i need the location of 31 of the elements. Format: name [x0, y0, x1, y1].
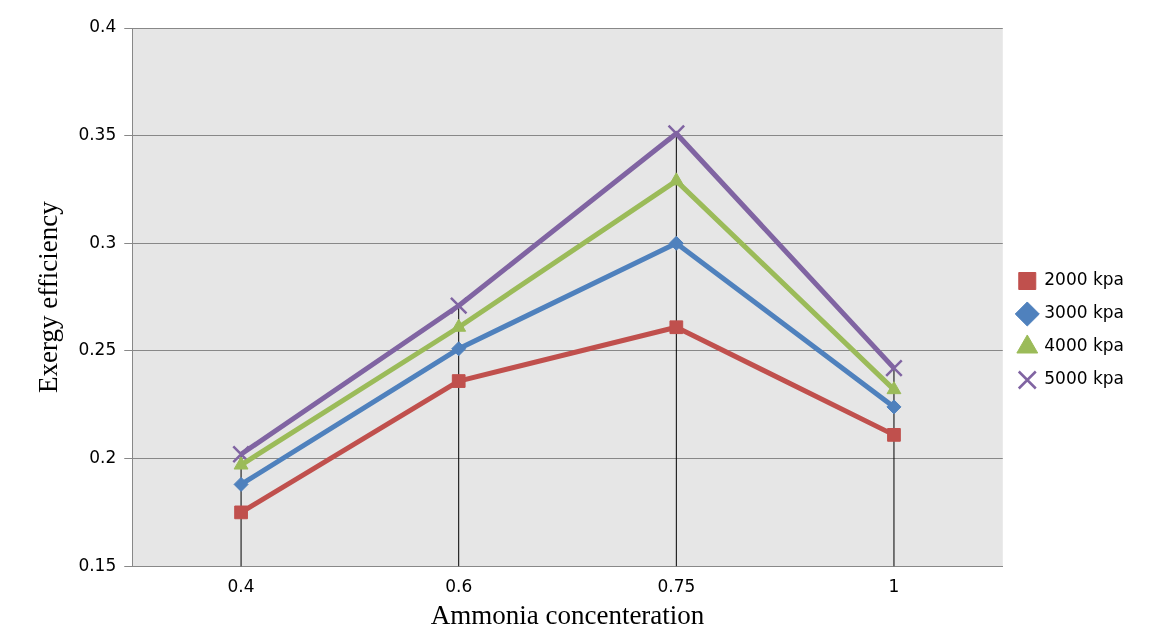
x-tick-label: 0.4: [227, 575, 255, 596]
y-tick-label: 0.25: [78, 339, 117, 360]
y-tick-label: 0.15: [78, 554, 117, 575]
point: [669, 320, 684, 335]
x-tick-label: 1: [888, 575, 900, 596]
y-axis-title: Exergy efficiency: [33, 200, 64, 393]
y-tick-label: 0.3: [89, 231, 117, 252]
x-tick-label: 0.75: [657, 575, 696, 596]
point: [667, 124, 686, 143]
point: [233, 476, 249, 492]
point: [886, 381, 902, 395]
legend-label: 2000 kpa: [1044, 269, 1125, 290]
legend-label: 3000 kpa: [1044, 302, 1125, 323]
point: [451, 341, 467, 357]
y-tick-label: 0.35: [78, 124, 117, 145]
y-tick-label: 0.2: [89, 446, 117, 467]
x-axis-title: Ammonia concenteration: [430, 599, 705, 630]
x-tick-label: 0.6: [445, 575, 473, 596]
point: [449, 296, 468, 315]
point: [451, 318, 467, 332]
point: [234, 505, 248, 520]
point: [668, 235, 684, 251]
y-tick-label: 0.4: [89, 16, 117, 37]
point: [887, 428, 901, 442]
point: [451, 374, 466, 388]
point: [233, 456, 249, 470]
point: [886, 399, 902, 415]
point: [668, 172, 684, 186]
legend-label: 5000 kpa: [1044, 368, 1125, 389]
legend-label: 4000 kpa: [1044, 335, 1125, 356]
point: [884, 359, 903, 378]
